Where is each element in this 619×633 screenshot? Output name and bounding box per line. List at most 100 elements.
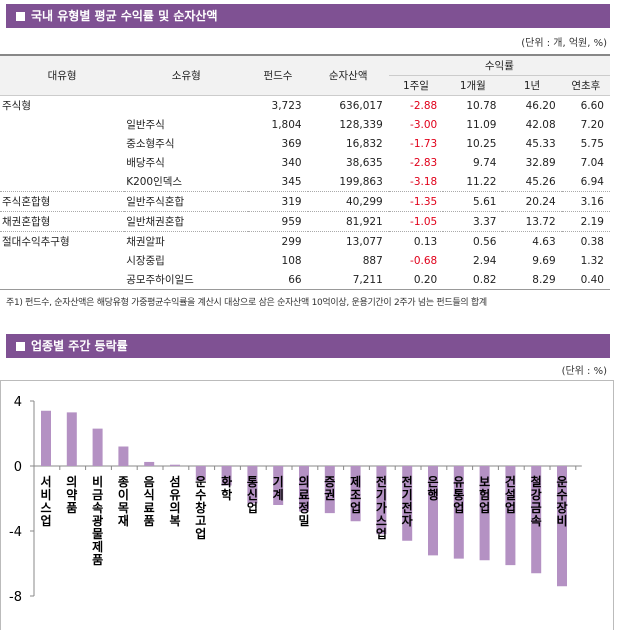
table-cell: 11.09 [466, 118, 497, 131]
table-row: K200인덱스 345 199,863 -3.18 11.22 45.26 6.94 [0, 172, 610, 192]
bar [376, 466, 387, 535]
table-cell: 배당주식 [126, 156, 165, 169]
table-cell: -0.68 [410, 254, 438, 267]
bar [221, 466, 232, 486]
col-1m: 1개월 [443, 75, 503, 96]
fund-returns-table: 대유형 소유형 펀드수 순자산액 수익률 1주일 1개월 1년 연초후 주식형 3,723 636… [0, 54, 610, 290]
y-tick-label: -8 [9, 590, 22, 605]
table-cell: 66 [248, 270, 308, 290]
table-cell: 40,299 [307, 191, 389, 212]
table-cell: 5.75 [580, 137, 604, 150]
bar [195, 466, 206, 481]
table-cell: 채권알파 [124, 231, 249, 251]
table-row: 공모주하이일드 66 7,211 0.20 0.82 8.29 0.40 [0, 270, 610, 290]
table-cell: -3.00 [410, 118, 438, 131]
table-cell: 5.61 [443, 191, 503, 212]
bar [92, 428, 103, 466]
table-cell: 46.20 [525, 99, 556, 112]
table-cell: 0.38 [561, 231, 610, 251]
table-cell: 채권혼합형 [0, 211, 125, 232]
table-row: 주식혼합형 일반주식혼합 319 40,299 -1.35 5.61 20.24 3.16 [0, 191, 610, 212]
y-tick-label: 0 [14, 460, 22, 475]
table-cell: K200인덱스 [126, 175, 183, 188]
table-cell: 636,017 [339, 99, 383, 112]
square-bullet-icon [16, 12, 25, 21]
table-cell: 9.69 [532, 254, 556, 267]
y-tick-label: -4 [9, 525, 22, 540]
table-cell: 10.25 [466, 137, 497, 150]
table-cell: 일반주식혼합 [124, 191, 249, 212]
table-cell: 10.78 [466, 99, 497, 112]
table-cell: 6.94 [580, 175, 604, 188]
table-row: 시장중립 108 887 -0.68 2.94 9.69 1.32 [0, 251, 610, 270]
table-cell [124, 96, 248, 116]
table-cell: 3,723 [271, 99, 302, 112]
bar-chart: 4 0 -4 -8 서 비 스 업 의 약 품 비 금 속 광 물 제 품 종 이 목 재 음 식 료 품 섬 유 의 복 운 수 창 고 업 화 학 통… [9, 395, 582, 605]
sector-chart: 4 0 -4 -8 서 비 스 업 의 약 품 비 금 속 광 물 제 품 종 이 목 재 음 식 료 품 섬 유 의 복 운 수 창 고 업 화 학 통… [0, 380, 614, 630]
table-cell: 2.94 [473, 254, 497, 267]
table-cell: 7,211 [307, 270, 389, 290]
table-cell: 1.32 [580, 254, 604, 267]
section-header-fund-returns: 국내 유형별 평균 수익률 및 순자산액 [6, 4, 610, 28]
col-type: 대유형 [0, 54, 125, 96]
bar [66, 412, 77, 466]
table-cell: 9.74 [473, 156, 497, 169]
table-cell: 13.72 [502, 211, 562, 232]
table-cell: 주식형 [2, 99, 31, 112]
col-1w: 1주일 [388, 75, 444, 96]
bar [118, 446, 129, 466]
table-cell: 13,077 [307, 231, 389, 251]
table-cell: 0.20 [388, 270, 444, 290]
table-cell [0, 153, 124, 172]
footnote: 주1) 펀드수, 순자산액은 해당유형 가중평균수익률을 계산시 대상으로 삼은… [6, 298, 487, 308]
table-cell: 45.33 [525, 137, 556, 150]
table-row: 중소형주식 369 16,832 -1.73 10.25 45.33 5.75 [0, 134, 610, 153]
table-cell: 일반주식 [126, 118, 165, 131]
col-returns: 수익률 [388, 54, 610, 76]
table-cell: -2.88 [410, 99, 438, 112]
table-cell: -2.83 [410, 156, 438, 169]
table-cell: 0.13 [388, 231, 444, 251]
table-cell: 199,863 [339, 175, 383, 188]
bar [505, 466, 516, 566]
table-cell: 345 [281, 175, 302, 188]
table-row: 채권혼합형 일반채권혼합 959 81,921 -1.05 3.37 13.72 2.19 [0, 211, 610, 232]
bar [557, 466, 567, 587]
table-cell: 일반채권혼합 [124, 211, 249, 232]
col-assets: 순자산액 [307, 54, 389, 96]
bar [247, 466, 258, 504]
table-cell: 42.08 [525, 118, 556, 131]
bar [531, 466, 542, 574]
table-cell: 2.19 [561, 211, 610, 232]
bar [350, 466, 361, 522]
square-bullet-icon [16, 342, 25, 351]
table-row: 절대수익추구형 채권알파 299 13,077 0.13 0.56 4.63 0.38 [0, 231, 610, 251]
table-cell: 340 [281, 156, 302, 169]
unit-label: (단위 : 개, 억원, %) [521, 38, 607, 49]
table-cell: 공모주하이일드 [124, 270, 249, 290]
bar [170, 464, 180, 466]
table-section: 대유형 소유형 펀드수 순자산액 수익률 1주일 1개월 1년 연초후 주식형 3,723 636… [0, 54, 610, 309]
table-cell: 0.56 [443, 231, 503, 251]
table-row: 일반주식 1,804 128,339 -3.00 11.09 42.08 7.20 [0, 115, 610, 134]
table-cell: 4.63 [502, 231, 562, 251]
table-row: 배당주식 340 38,635 -2.83 9.74 32.89 7.04 [0, 153, 610, 172]
bar [273, 466, 284, 505]
table-cell: 959 [248, 211, 308, 232]
table-cell [0, 270, 125, 290]
table-cell: 0.40 [561, 270, 610, 290]
table-cell: 108 [281, 254, 302, 267]
bar [428, 466, 438, 556]
